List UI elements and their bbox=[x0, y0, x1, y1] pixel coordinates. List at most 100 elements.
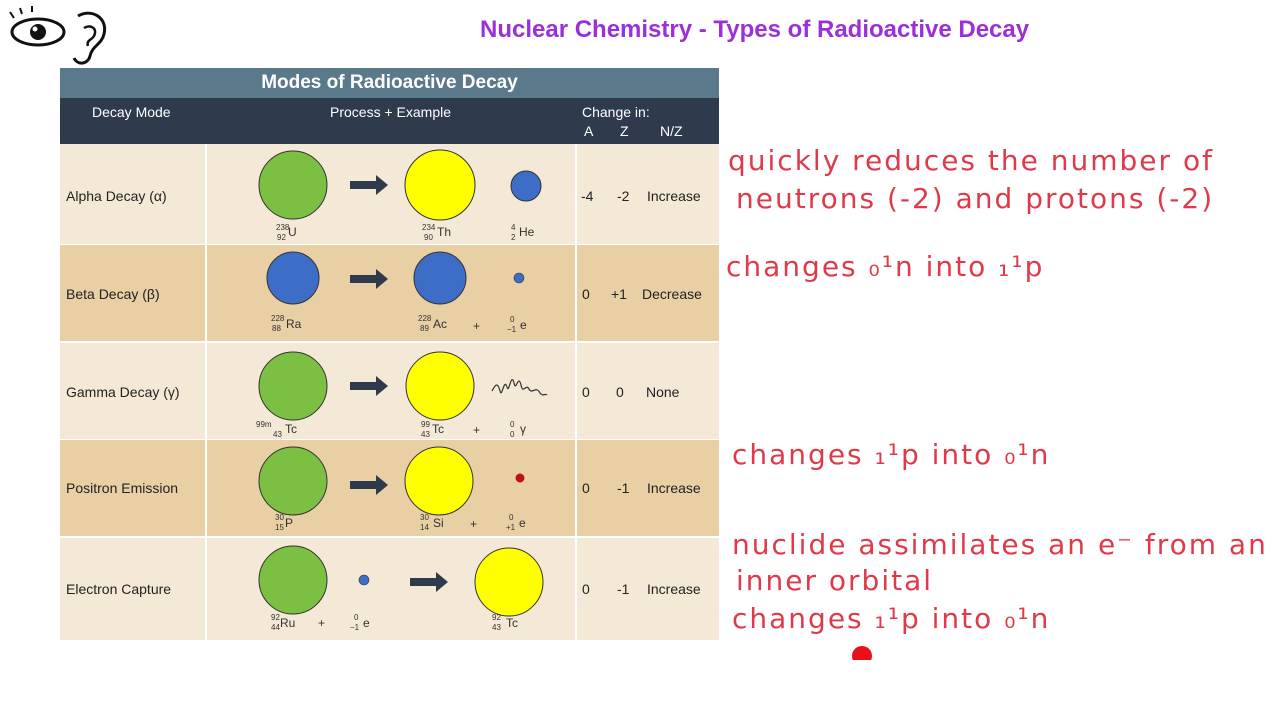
silicon-nucleus bbox=[404, 446, 474, 516]
decay-modes-table: Modes of Radioactive Decay Decay Mode Pr… bbox=[60, 68, 719, 640]
change-z: -1 bbox=[617, 581, 630, 597]
daughter-symbol: Tc bbox=[432, 422, 444, 436]
header-nz: N/Z bbox=[660, 123, 683, 139]
header-change-in: Change in: bbox=[582, 104, 650, 120]
plus-sign: + bbox=[318, 616, 325, 630]
decay-name-gamma: Gamma Decay (γ) bbox=[66, 384, 180, 400]
note-ec-line1: nuclide assimilates an e⁻ from an bbox=[732, 528, 1268, 561]
note-positron: changes ₁¹p into ₀¹n bbox=[732, 438, 1050, 471]
parent-atomic: 43 bbox=[273, 430, 282, 439]
right-arrow-icon bbox=[410, 572, 448, 592]
particle-atomic: 0 bbox=[510, 430, 515, 439]
note-beta: changes ₀¹n into ₁¹p bbox=[726, 250, 1044, 283]
change-z: -2 bbox=[617, 188, 630, 204]
column-divider bbox=[575, 144, 577, 640]
daughter-mass: 30 bbox=[420, 513, 429, 522]
parent-symbol: Tc bbox=[285, 422, 297, 436]
plus-sign: + bbox=[473, 319, 480, 333]
table-row-gamma: 99m 43 Tc 99 43 Tc + 0 0 γ Gamma Decay (… bbox=[60, 343, 719, 439]
daughter-mass: 92 bbox=[492, 613, 501, 622]
parent-symbol: U bbox=[288, 225, 297, 239]
plus-sign: + bbox=[473, 423, 480, 437]
technetium-nucleus bbox=[474, 547, 544, 617]
daughter-symbol: Tc bbox=[506, 616, 518, 630]
electron bbox=[358, 574, 370, 586]
particle-symbol: γ bbox=[520, 422, 526, 436]
change-a: -4 bbox=[581, 188, 594, 204]
eye-ear-logo-icon bbox=[9, 6, 107, 65]
note-alpha-line1: quickly reduces the number of bbox=[728, 144, 1214, 177]
note-ec-line2: inner orbital bbox=[736, 564, 933, 597]
particle-symbol: e bbox=[363, 616, 370, 630]
red-dot-pointer-icon bbox=[852, 646, 872, 660]
notes-canvas: quickly reduces the number of neutrons (… bbox=[726, 144, 1268, 660]
daughter-symbol: Si bbox=[433, 516, 444, 530]
header-z: Z bbox=[620, 123, 629, 139]
note-ec-line3: changes ₁¹p into ₀¹n bbox=[732, 602, 1050, 635]
plus-sign: + bbox=[470, 517, 477, 531]
change-a: 0 bbox=[582, 581, 590, 597]
radium-nucleus bbox=[266, 251, 320, 305]
decay-name-positron: Positron Emission bbox=[66, 480, 179, 496]
change-a: 0 bbox=[582, 286, 590, 302]
particle-atomic: 2 bbox=[511, 233, 516, 242]
right-arrow-icon bbox=[350, 175, 388, 195]
change-z: 0 bbox=[616, 384, 624, 400]
alpha-process-diagram: 238 92 U 234 90 Th 4 2 He bbox=[258, 149, 542, 242]
positron-process-diagram: 30 15 P 30 14 Si + 0 +1 e bbox=[258, 446, 526, 532]
table-row-beta: 228 88 Ra 228 89 Ac + 0 −1 e Beta Decay … bbox=[60, 245, 719, 341]
table-row-positron: 30 15 P 30 14 Si + 0 +1 e Positron Emiss… bbox=[60, 440, 719, 536]
table-row-alpha: 238 92 U 234 90 Th 4 2 He Alpha Decay (α… bbox=[60, 144, 719, 244]
decay-name-electron-capture: Electron Capture bbox=[66, 581, 172, 597]
thorium-nucleus bbox=[404, 149, 476, 221]
change-nz: Decrease bbox=[642, 286, 702, 302]
parent-mass: 99m bbox=[256, 420, 272, 429]
handwritten-notes: quickly reduces the number of neutrons (… bbox=[722, 130, 1278, 660]
daughter-mass: 234 bbox=[422, 223, 436, 232]
electron-capture-process-diagram: 92 44 Ru + 0 −1 e 92 43 Tc bbox=[258, 545, 544, 632]
change-a: 0 bbox=[582, 384, 590, 400]
right-arrow-icon bbox=[350, 475, 388, 495]
particle-atomic: −1 bbox=[350, 623, 360, 632]
daughter-symbol: Th bbox=[437, 225, 451, 239]
uranium-nucleus bbox=[258, 150, 328, 220]
header-process: Process + Example bbox=[330, 104, 451, 120]
daughter-mass: 99 bbox=[421, 420, 430, 429]
ruthenium-nucleus bbox=[258, 545, 328, 615]
daughter-atomic: 89 bbox=[420, 324, 429, 333]
decay-name-beta: Beta Decay (β) bbox=[66, 286, 160, 302]
daughter-atomic: 90 bbox=[424, 233, 433, 242]
beta-process-diagram: 228 88 Ra 228 89 Ac + 0 −1 e bbox=[266, 251, 527, 334]
electron bbox=[513, 272, 525, 284]
particle-mass: 0 bbox=[510, 315, 515, 324]
actinium-nucleus bbox=[413, 251, 467, 305]
right-arrow-icon bbox=[350, 376, 388, 396]
daughter-atomic: 14 bbox=[420, 523, 429, 532]
phosphorus-nucleus bbox=[258, 446, 328, 516]
parent-atomic: 44 bbox=[271, 623, 280, 632]
parent-mass: 228 bbox=[271, 314, 285, 323]
change-nz: Increase bbox=[647, 188, 701, 204]
daughter-mass: 228 bbox=[418, 314, 432, 323]
gamma-process-diagram: 99m 43 Tc 99 43 Tc + 0 0 γ bbox=[256, 351, 548, 439]
parent-mass: 238 bbox=[276, 223, 290, 232]
particle-mass: 0 bbox=[509, 513, 514, 522]
gamma-wave-icon bbox=[491, 379, 548, 396]
change-z: -1 bbox=[617, 480, 630, 496]
parent-mass: 30 bbox=[275, 513, 284, 522]
particle-atomic: −1 bbox=[507, 325, 517, 334]
change-nz: None bbox=[646, 384, 680, 400]
daughter-symbol: Ac bbox=[433, 317, 447, 331]
particle-symbol: He bbox=[519, 225, 535, 239]
particle-mass: 0 bbox=[354, 613, 359, 622]
table-header-row: Decay Mode Process + Example Change in: … bbox=[60, 98, 719, 144]
right-arrow-icon bbox=[350, 269, 388, 289]
helium-nucleus bbox=[510, 170, 542, 202]
particle-atomic: +1 bbox=[506, 523, 516, 532]
daughter-atomic: 43 bbox=[421, 430, 430, 439]
table-title: Modes of Radioactive Decay bbox=[60, 68, 719, 98]
technetium-99-nucleus bbox=[405, 351, 475, 421]
change-nz: Increase bbox=[647, 480, 701, 496]
parent-mass: 92 bbox=[271, 613, 280, 622]
parent-symbol: P bbox=[285, 516, 293, 530]
